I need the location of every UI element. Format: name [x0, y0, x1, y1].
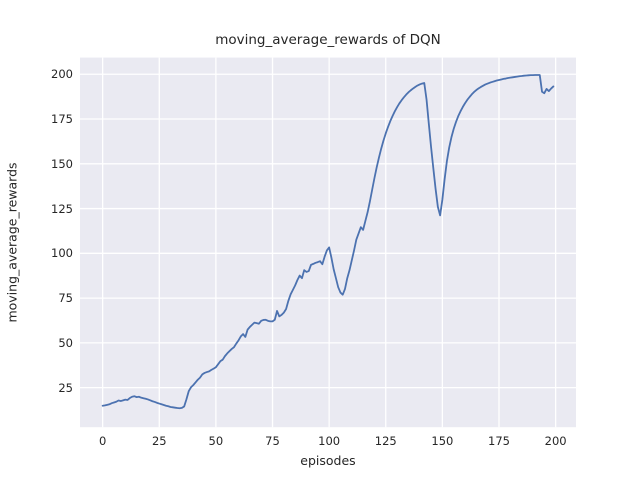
y-axis-label: moving_average_rewards — [4, 162, 20, 323]
y-tick-label: 150 — [51, 156, 73, 171]
x-tick-label: 150 — [431, 434, 454, 449]
x-tick-label: 175 — [488, 434, 510, 449]
chart-title: moving_average_rewards of DQN — [215, 32, 441, 48]
y-tick-label: 125 — [51, 201, 73, 216]
x-tick-label: 200 — [544, 434, 567, 449]
x-tick-label: 0 — [98, 434, 107, 449]
x-tick-label: 100 — [318, 434, 341, 449]
y-tick-label: 175 — [51, 112, 73, 127]
y-tick-label: 25 — [58, 380, 73, 395]
y-tick-label: 100 — [51, 246, 73, 261]
y-tick-label: 50 — [58, 335, 73, 350]
x-axis-label: episodes — [300, 453, 356, 468]
y-tick-label: 200 — [51, 67, 73, 82]
x-tick-label: 75 — [265, 434, 280, 449]
x-tick-label: 50 — [208, 434, 224, 449]
x-tick-label: 125 — [374, 434, 397, 449]
series-line-moving_average_rewards — [101, 74, 555, 410]
x-tick-label: 25 — [151, 434, 167, 449]
axes-background — [80, 57, 576, 428]
y-tick-label: 75 — [58, 291, 73, 306]
